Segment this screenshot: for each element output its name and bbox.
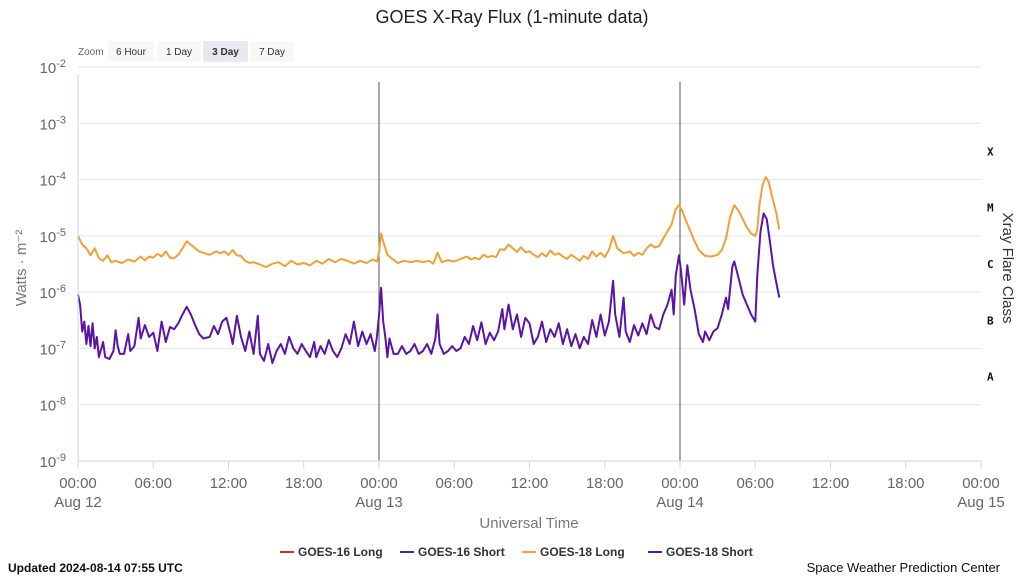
zoom-button-bg [157,41,201,62]
y-tick-label: 10-5 [40,227,66,246]
zoom-button-label: 1 Day [166,47,192,58]
y-tick-label: 10-6 [40,283,66,302]
y-tick-label: 10-2 [40,58,66,77]
flare-class-B: B [987,314,994,327]
series-line-3 [77,212,781,364]
y-tick-label: 10-3 [40,114,66,133]
zoom-button-3-day[interactable]: 3 Day [203,41,248,62]
x-tick-time: 00:00 [661,475,699,492]
series-line-2 [77,176,781,268]
credit-text: Space Weather Prediction Center [806,560,1000,575]
legend-item[interactable]: GOES-18 Short [648,545,753,559]
legend: GOES-16 Long GOES-16 Short GOES-18 Long GOE… [280,545,753,559]
zoom-button-7-day[interactable]: 7 Day [250,41,294,62]
legend-item[interactable]: GOES-16 Long [280,545,383,559]
y-axis-title: Watts · m⁻² [13,230,30,307]
series-layer [77,176,781,364]
legend-item[interactable]: GOES-16 Short [400,545,505,559]
x-tick-time: 00:00 [360,475,398,492]
zoom-button-label: 6 Hour [116,47,147,58]
legend-label: GOES-16 Short [418,545,505,559]
y-tick-label: 10-4 [40,171,66,190]
zoom-selector: Zoom 6 Hour 1 Day 3 Day 7 Day [78,41,294,62]
flare-class-C: C [987,258,994,271]
zoom-label: Zoom [78,47,104,58]
x-tick-time: 00:00 [962,475,1000,492]
x-tick-time: 18:00 [586,475,624,492]
flare-class-X: X [987,145,994,158]
x-tick-time: 18:00 [887,475,925,492]
y-tick-label: 10-8 [40,396,66,415]
x-tick-time: 18:00 [285,475,323,492]
flare-class-A: A [987,371,994,384]
zoom-button-bg [108,41,154,62]
legend-label: GOES-16 Long [298,545,383,559]
zoom-button-bg [250,41,294,62]
x-axis-ticks: 00:00 Aug 12 06:00 12:00 18:00 00:00 Aug 13 06:… [54,461,1005,511]
x-axis-title: Universal Time [479,515,578,532]
zoom-button-bg [203,41,248,62]
x-tick-time: 12:00 [511,475,549,492]
plot-area [78,74,981,461]
legend-item[interactable]: GOES-18 Long [522,545,625,559]
x-tick-time: 06:00 [134,475,172,492]
x-tick-date: Aug 12 [54,494,102,511]
flare-class-M: M [987,202,994,215]
flare-class-axis-title: Xray Flare Class [999,213,1016,324]
day-markers [378,82,681,461]
x-tick-date: Aug 13 [355,494,403,511]
x-tick-time: 12:00 [210,475,248,492]
zoom-button-1-day[interactable]: 1 Day [157,41,201,62]
legend-label: GOES-18 Short [666,545,753,559]
zoom-button-6-hour[interactable]: 6 Hour [108,41,154,62]
y-tick-label: 10-7 [40,339,66,358]
x-tick-date: Aug 14 [656,494,704,511]
y-tick-label: 10-9 [40,452,66,471]
chart-title: GOES X-Ray Flux (1-minute data) [375,7,648,27]
legend-label: GOES-18 Long [540,545,625,559]
zoom-button-label: 3 Day [212,47,239,58]
zoom-button-label: 7 Day [259,47,285,58]
x-tick-time: 12:00 [812,475,850,492]
y-axis-ticks: 10-2 10-3 10-4 10-5 10-6 10-7 10-8 10-9 [40,58,66,471]
x-tick-date: Aug 15 [957,494,1005,511]
updated-timestamp: Updated 2024-08-14 07:55 UTC [8,561,183,575]
x-tick-time: 00:00 [59,475,97,492]
x-tick-time: 06:00 [435,475,473,492]
flare-class-axis: X M C B A [987,145,994,383]
x-tick-time: 06:00 [736,475,774,492]
